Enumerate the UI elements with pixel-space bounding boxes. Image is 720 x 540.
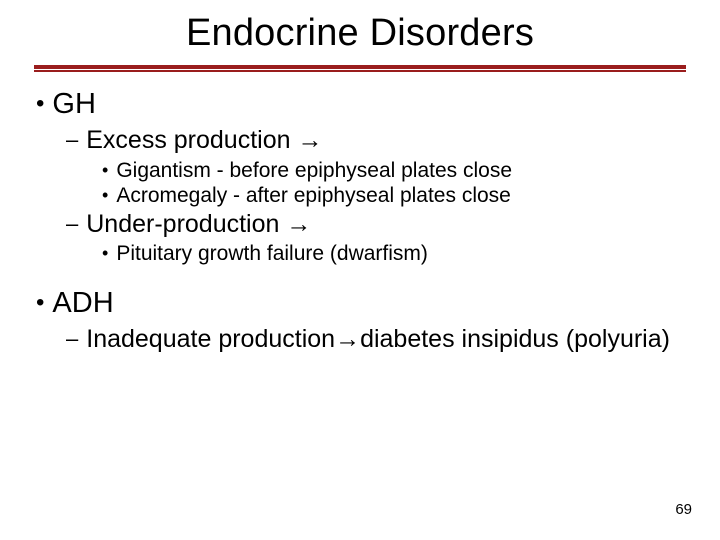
title-divider [34, 65, 686, 72]
list-item: – Excess production → [66, 125, 684, 156]
list-item: – Under-production → [66, 209, 684, 240]
item-text: ADH [52, 285, 684, 322]
bullet-icon: – [66, 125, 78, 155]
bullet-icon: • [36, 86, 44, 122]
bullet-icon: • [36, 285, 44, 321]
list-item: • ADH [36, 285, 684, 322]
slide-content: • GH – Excess production → • Gigantism -… [34, 86, 686, 355]
bullet-icon: • [102, 158, 108, 182]
page-number: 69 [675, 501, 692, 518]
list-item: • Gigantism - before epiphyseal plates c… [102, 158, 684, 184]
slide-title: Endocrine Disorders [34, 12, 686, 55]
divider-bar-top [34, 65, 686, 69]
item-text: Pituitary growth failure (dwarfism) [116, 241, 684, 267]
bullet-icon: • [102, 241, 108, 265]
bullet-icon: • [102, 183, 108, 207]
item-text: Under-production → [86, 209, 684, 240]
item-text: Excess production → [86, 125, 684, 156]
slide: Endocrine Disorders • GH – Excess produc… [0, 0, 720, 540]
item-text: Gigantism - before epiphyseal plates clo… [116, 158, 684, 184]
list-item: • Pituitary growth failure (dwarfism) [102, 241, 684, 267]
bullet-icon: – [66, 324, 78, 354]
list-item: • GH [36, 86, 684, 123]
bullet-icon: – [66, 209, 78, 239]
list-item: – Inadequate production→diabetes insipid… [66, 324, 684, 355]
item-text: Inadequate production→diabetes insipidus… [86, 324, 684, 355]
item-text: Acromegaly - after epiphyseal plates clo… [116, 183, 684, 209]
list-item: • Acromegaly - after epiphyseal plates c… [102, 183, 684, 209]
item-text: GH [52, 86, 684, 123]
divider-bar-bottom [34, 70, 686, 72]
